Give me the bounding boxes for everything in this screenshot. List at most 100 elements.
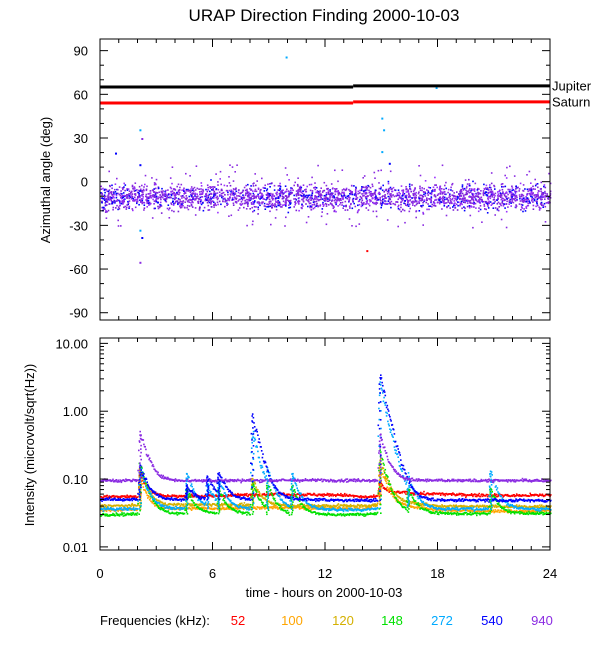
azimuth-point [405,204,407,206]
azimuth-point [503,203,506,205]
azimuth-point [124,184,127,186]
intensity-point-52 [270,493,272,496]
intensity-point-100 [117,510,119,512]
azimuth-point [180,206,183,209]
intensity-point-120 [536,506,539,508]
azimuth-point [451,183,453,186]
azimuth-point [122,188,124,191]
azimuth-point [263,205,266,207]
intensity-point-120 [538,507,540,509]
intensity-point-52 [160,494,163,496]
azimuth-point [193,186,196,189]
azimuth-point [395,201,397,203]
azimuth-point [188,189,191,192]
intensity-point-120 [181,503,184,506]
azimuth-point [334,188,336,190]
azimuth-point [522,190,525,192]
azimuth-point [288,193,290,195]
azimuth-point [160,195,163,198]
azimuth-point [462,198,465,200]
azimuth-point [273,189,276,191]
azimuth-point [240,204,242,206]
azimuth-point [445,202,448,204]
intensity-point-52 [442,494,445,496]
azimuth-point [320,193,323,196]
azimuth-point [117,188,119,191]
azimuth-point [184,192,187,194]
azimuth-point [174,194,177,196]
azimuth-point [475,193,478,195]
azimuth-point [318,192,320,195]
azimuth-point [485,208,487,211]
azimuth-point [402,208,404,211]
azimuth-point [532,185,534,188]
intensity-point-100 [260,507,263,510]
azimuth-point [266,203,268,205]
azimuth-point [429,187,432,189]
intensity-point-120 [303,503,305,506]
intensity-point-100 [510,509,512,511]
azimuth-point [246,192,249,195]
intensity-point-120 [241,502,243,505]
azimuth-point [430,197,433,199]
intensity-point-52 [349,493,351,496]
azimuth-point [115,193,117,195]
azimuth-point [471,193,474,196]
azimuth-point [477,192,480,194]
intensity-point-120 [425,502,428,504]
azimuth-point [105,209,107,212]
intensity-point-120 [199,503,201,505]
azimuth-point [515,185,517,187]
azimuth-point [177,203,179,206]
azimuth-point [228,189,231,192]
azimuth-point [412,193,414,195]
intensity-point-52 [244,493,246,495]
azimuth-point [511,199,513,201]
azimuth-point [146,198,148,200]
intensity-point-52 [326,492,329,495]
intensity-point-120 [460,506,463,508]
azimuth-point [204,199,207,202]
azimuth-frame [99,38,551,321]
azimuth-point [277,196,280,198]
azimuth-points [100,56,552,264]
azimuth-point [525,200,528,203]
azimuth-point [462,187,464,190]
azimuth-point [104,211,107,213]
azimuth-point [412,204,414,206]
azimuth-point [329,189,331,191]
azimuth-point [149,203,151,206]
intensity-point-100 [492,509,495,511]
intensity-point-52 [126,494,128,497]
azimuth-point [502,192,504,195]
azimuth-point [416,202,419,205]
azimuth-point [187,208,190,211]
azimuth-point [190,193,193,195]
azimuth-point [218,200,221,203]
azimuth-point [329,202,332,204]
azimuth-point [206,184,209,186]
azimuth-point [382,195,384,197]
azimuth-point [505,226,508,229]
intensity-point-100 [528,510,531,512]
azimuth-point [403,202,405,205]
intensity-point-120 [229,505,231,507]
intensity-point-120 [401,499,403,501]
azimuth-point [281,190,283,192]
azimuth-point [334,188,337,191]
azimuth-point [279,194,282,197]
intensity-point-100 [300,506,303,508]
intensity-point-52 [382,484,384,487]
azimuth-point [275,192,277,195]
intensity-point-120 [535,505,537,507]
azimuth-point [100,188,103,190]
azimuth-point [108,192,110,195]
intensity-point-100 [255,508,258,510]
intensity-point-100 [226,506,229,508]
intensity-point-120 [126,505,128,507]
azimuth-point [164,199,167,202]
azimuth-point [183,187,185,190]
intensity-point-52 [263,492,266,495]
azimuth-point [400,196,402,199]
azimuth-point [345,205,347,208]
